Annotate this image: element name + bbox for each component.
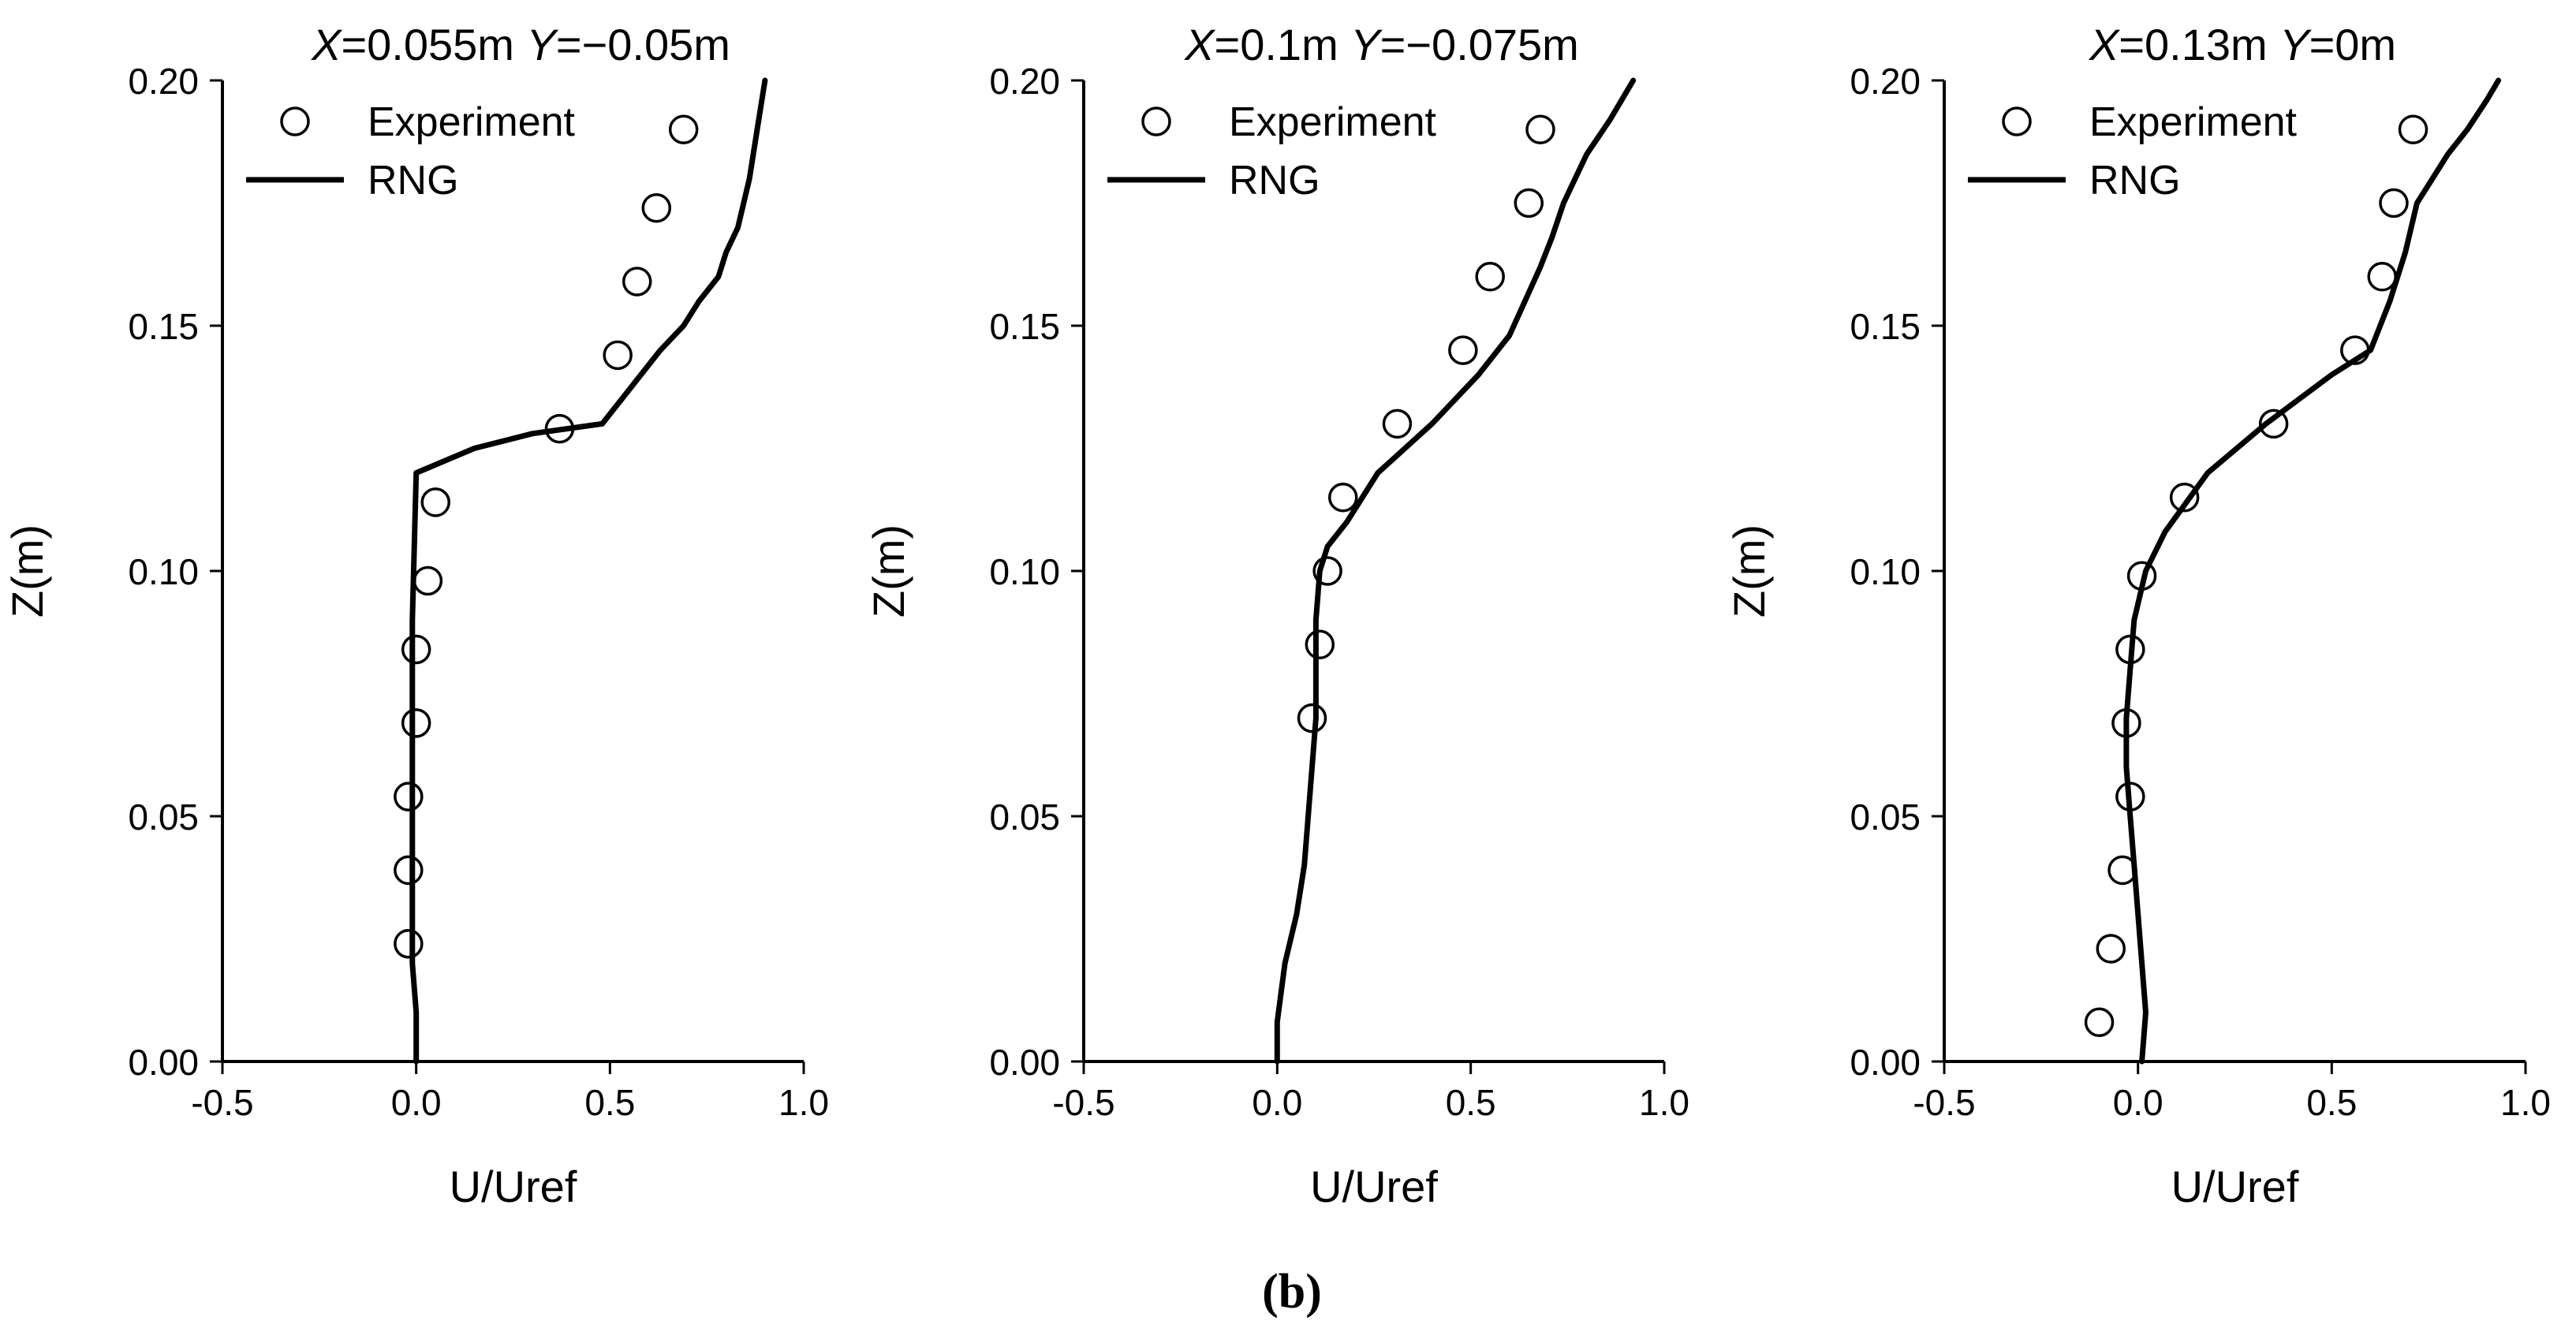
data-point-experiment	[1475, 262, 1505, 292]
data-point-experiment	[1382, 409, 1413, 439]
data-point-experiment	[1525, 114, 1555, 144]
y-tick-label: 0.00	[128, 1042, 199, 1083]
x-axis-label: U/Uref	[1310, 1162, 1438, 1211]
legend-label: Experiment	[1229, 99, 1437, 145]
y-tick-label: 0.20	[128, 61, 199, 102]
chart-title: X=0.055m Y=−0.05m	[310, 20, 730, 69]
chart-title-part: X	[2088, 20, 2121, 69]
chart-panels: 0.00 0.05 0.10 0.15 0.20 -0.5 0.0 0.5 1.0 U/Uref Z…	[2, 20, 2551, 1211]
data-point-experiment	[401, 634, 431, 665]
y-tick-label: 0.05	[989, 797, 1060, 838]
y-tick-label: 0.10	[128, 551, 199, 592]
legend-label: Experiment	[368, 99, 576, 145]
y-tick-label: 0.15	[989, 306, 1060, 347]
x-tick-label: -0.5	[191, 1082, 253, 1123]
legend-label: RNG	[368, 158, 459, 203]
x-tick-label: 1.0	[778, 1082, 829, 1123]
series-line-rng	[2123, 77, 2502, 1065]
data-point-experiment	[394, 855, 424, 886]
chart-title-part: =−0.075m	[1380, 20, 1579, 69]
chart-panel-3: 0.00 0.05 0.10 0.15 0.20 -0.5 0.0 0.5 1.0 U/Uref Z…	[1724, 20, 2551, 1211]
data-point-experiment	[2367, 262, 2397, 292]
y-tick-label: 0.15	[1850, 306, 1921, 347]
chart-title-part: =0.055m	[341, 20, 526, 69]
chart-title-part: Y	[2279, 20, 2312, 69]
data-point-experiment	[420, 487, 450, 517]
x-tick-label: 0.5	[2306, 1082, 2357, 1123]
data-point-experiment	[1297, 703, 1327, 733]
data-point-experiment	[668, 114, 699, 144]
chart-title-part: =−0.05m	[556, 20, 730, 69]
data-point-experiment	[401, 708, 431, 738]
data-point-experiment	[394, 928, 424, 959]
x-axis-label: U/Uref	[450, 1162, 577, 1211]
legend: Experiment RNG	[246, 99, 576, 203]
x-tick-label: 1.0	[2500, 1082, 2551, 1123]
data-point-experiment	[2258, 409, 2289, 439]
y-tick-label: 0.15	[128, 306, 199, 347]
data-point-experiment	[394, 782, 424, 812]
x-tick-label: 0.0	[391, 1082, 442, 1123]
x-tick-label: 0.0	[2113, 1082, 2163, 1123]
y-tick-label: 0.00	[989, 1042, 1060, 1083]
series-line-rng	[409, 77, 768, 1065]
chart-title-part: =0m	[2309, 20, 2397, 69]
data-point-experiment	[603, 340, 633, 371]
legend-label: RNG	[1229, 158, 1320, 203]
data-point-experiment	[2169, 482, 2200, 513]
chart-title-part: Y	[527, 20, 559, 69]
x-axis-label: U/Uref	[2171, 1162, 2299, 1211]
chart-title-part: X	[1183, 20, 1216, 69]
legend-label: RNG	[2089, 158, 2181, 203]
x-tick-label: 1.0	[1639, 1082, 1689, 1123]
legend-swatch-marker	[1141, 106, 1171, 136]
x-tick-label: -0.5	[1052, 1082, 1114, 1123]
chart-title: X=0.13m Y=0m	[2088, 20, 2396, 69]
chart-title: X=0.1m Y=−0.075m	[1183, 20, 1579, 69]
panel-label: (b)	[1262, 1265, 1322, 1319]
x-tick-label: 0.5	[584, 1082, 635, 1123]
data-point-experiment	[1327, 482, 1358, 513]
data-point-experiment	[2096, 934, 2126, 964]
data-point-experiment	[622, 267, 652, 297]
data-point-experiment	[2084, 1007, 2115, 1037]
data-point-experiment	[413, 565, 443, 596]
chart-title-part: X	[310, 20, 343, 69]
y-tick-label: 0.05	[1850, 797, 1921, 838]
y-tick-label: 0.20	[989, 61, 1060, 102]
y-tick-label: 0.20	[1850, 61, 1921, 102]
data-point-experiment	[2398, 114, 2429, 144]
y-tick-label: 0.10	[989, 551, 1060, 592]
y-axis-label: Z(m)	[864, 524, 913, 617]
y-axis-label: Z(m)	[2, 524, 52, 617]
chart-title-part: Y	[1350, 20, 1383, 69]
y-tick-label: 0.05	[128, 797, 199, 838]
legend-swatch-marker	[280, 106, 310, 136]
legend-swatch-marker	[2002, 106, 2032, 136]
legend: Experiment RNG	[1107, 99, 1437, 203]
y-axis-label: Z(m)	[1724, 524, 1774, 617]
x-tick-label: 0.0	[1252, 1082, 1302, 1123]
data-point-experiment	[2379, 188, 2409, 218]
data-point-experiment	[1305, 629, 1335, 660]
chart-title-part: =0.13m	[2119, 20, 2279, 69]
legend: Experiment RNG	[1968, 99, 2298, 203]
data-point-experiment	[641, 192, 672, 223]
y-tick-label: 0.10	[1850, 551, 1921, 592]
series-line-rng	[1274, 77, 1637, 1065]
legend-label: Experiment	[2089, 99, 2298, 145]
data-point-experiment	[1448, 335, 1478, 365]
x-tick-label: -0.5	[1913, 1082, 1975, 1123]
data-point-experiment	[1514, 188, 1544, 218]
y-tick-label: 0.00	[1850, 1042, 1921, 1083]
chart-title-part: =0.1m	[1215, 20, 1351, 69]
x-tick-label: 0.5	[1446, 1082, 1496, 1123]
chart-panel-2: 0.00 0.05 0.10 0.15 0.20 -0.5 0.0 0.5 1.0 U/Uref Z…	[864, 20, 1689, 1211]
chart-panel-1: 0.00 0.05 0.10 0.15 0.20 -0.5 0.0 0.5 1.0 U/Uref Z…	[2, 20, 829, 1211]
